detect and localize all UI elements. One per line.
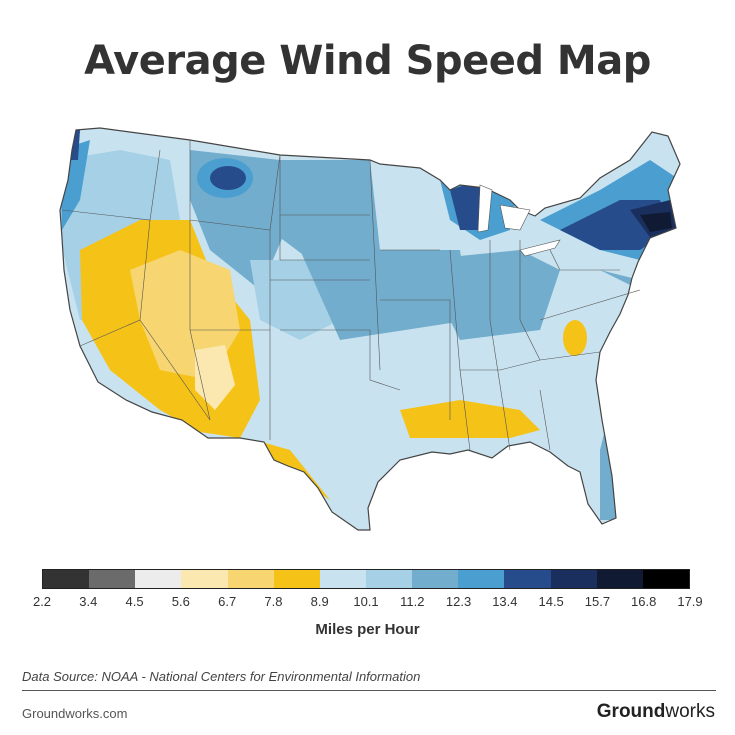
legend-swatch — [596, 570, 643, 588]
legend-swatch — [181, 570, 228, 588]
legend-tick-label: 17.9 — [677, 594, 703, 609]
arizona-low-region — [195, 345, 235, 410]
country-outline — [59, 127, 681, 531]
brand-light: works — [665, 701, 715, 722]
legend-swatch — [550, 570, 597, 588]
olympic-region — [60, 130, 80, 160]
legend-swatch — [365, 570, 413, 588]
legend-swatch — [273, 570, 320, 588]
legend-swatch — [504, 570, 551, 588]
mt-peak-region — [210, 166, 246, 190]
footer-divider — [22, 690, 716, 691]
legend-tick-label: 11.2 — [400, 594, 425, 609]
legend-tick-label: 12.3 — [445, 594, 472, 609]
legend-tick-label: 10.1 — [353, 594, 379, 609]
legend-swatch — [43, 570, 90, 588]
legend-swatch — [412, 570, 459, 588]
legend-tick-label: 6.7 — [218, 594, 237, 609]
cape-cod-region — [640, 212, 672, 232]
legend-swatch — [227, 570, 274, 588]
brand-bold: Ground — [596, 701, 666, 722]
lake-huron — [499, 204, 531, 231]
lake-michigan-region — [450, 180, 480, 230]
legend-swatch — [319, 570, 366, 588]
legend-tick-label: 13.4 — [492, 594, 518, 609]
lake-erie — [519, 239, 561, 257]
legend-swatch — [642, 570, 689, 588]
state-borders — [61, 140, 641, 451]
legend-tick-label: 15.7 — [584, 594, 611, 609]
legend-tick-label: 5.6 — [171, 594, 190, 609]
legend-tick-label: 14.5 — [538, 594, 564, 609]
legend-tick-label: 2.2 — [32, 594, 52, 609]
legend-swatch — [135, 570, 182, 588]
legend-tick-label: 8.9 — [310, 594, 329, 609]
legend-tick-label: 7.8 — [264, 594, 283, 609]
outer-banks-region — [632, 320, 652, 350]
dakotas-region — [270, 160, 380, 260]
lake-michigan — [477, 184, 493, 233]
us-wind-map — [40, 120, 695, 540]
page-title: Average Wind Speed Map — [84, 38, 651, 84]
legend-tick-label: 3.4 — [79, 594, 98, 609]
legend-swatch — [89, 570, 136, 588]
legend-ticks: 2.2 3.4 4.5 5.6 6.7 7.8 8.9 10.1 11.2 12.3 13.4 14.… — [33, 594, 703, 612]
legend-swatch — [458, 570, 505, 588]
legend-tick-label: 4.5 — [125, 594, 144, 609]
data-source-note: Data Source: NOAA - National Centers for… — [22, 669, 421, 684]
deep-south-region — [400, 400, 540, 438]
footer-site: Groundworks.com — [22, 706, 128, 721]
legend-bar — [42, 569, 690, 589]
legend-tick-label: 16.8 — [631, 594, 657, 609]
brand-logo: Groundworks — [597, 701, 715, 723]
map-svg — [59, 127, 681, 531]
legend-unit-label: Miles per Hour — [315, 621, 420, 638]
virginia-low-region — [563, 320, 587, 356]
